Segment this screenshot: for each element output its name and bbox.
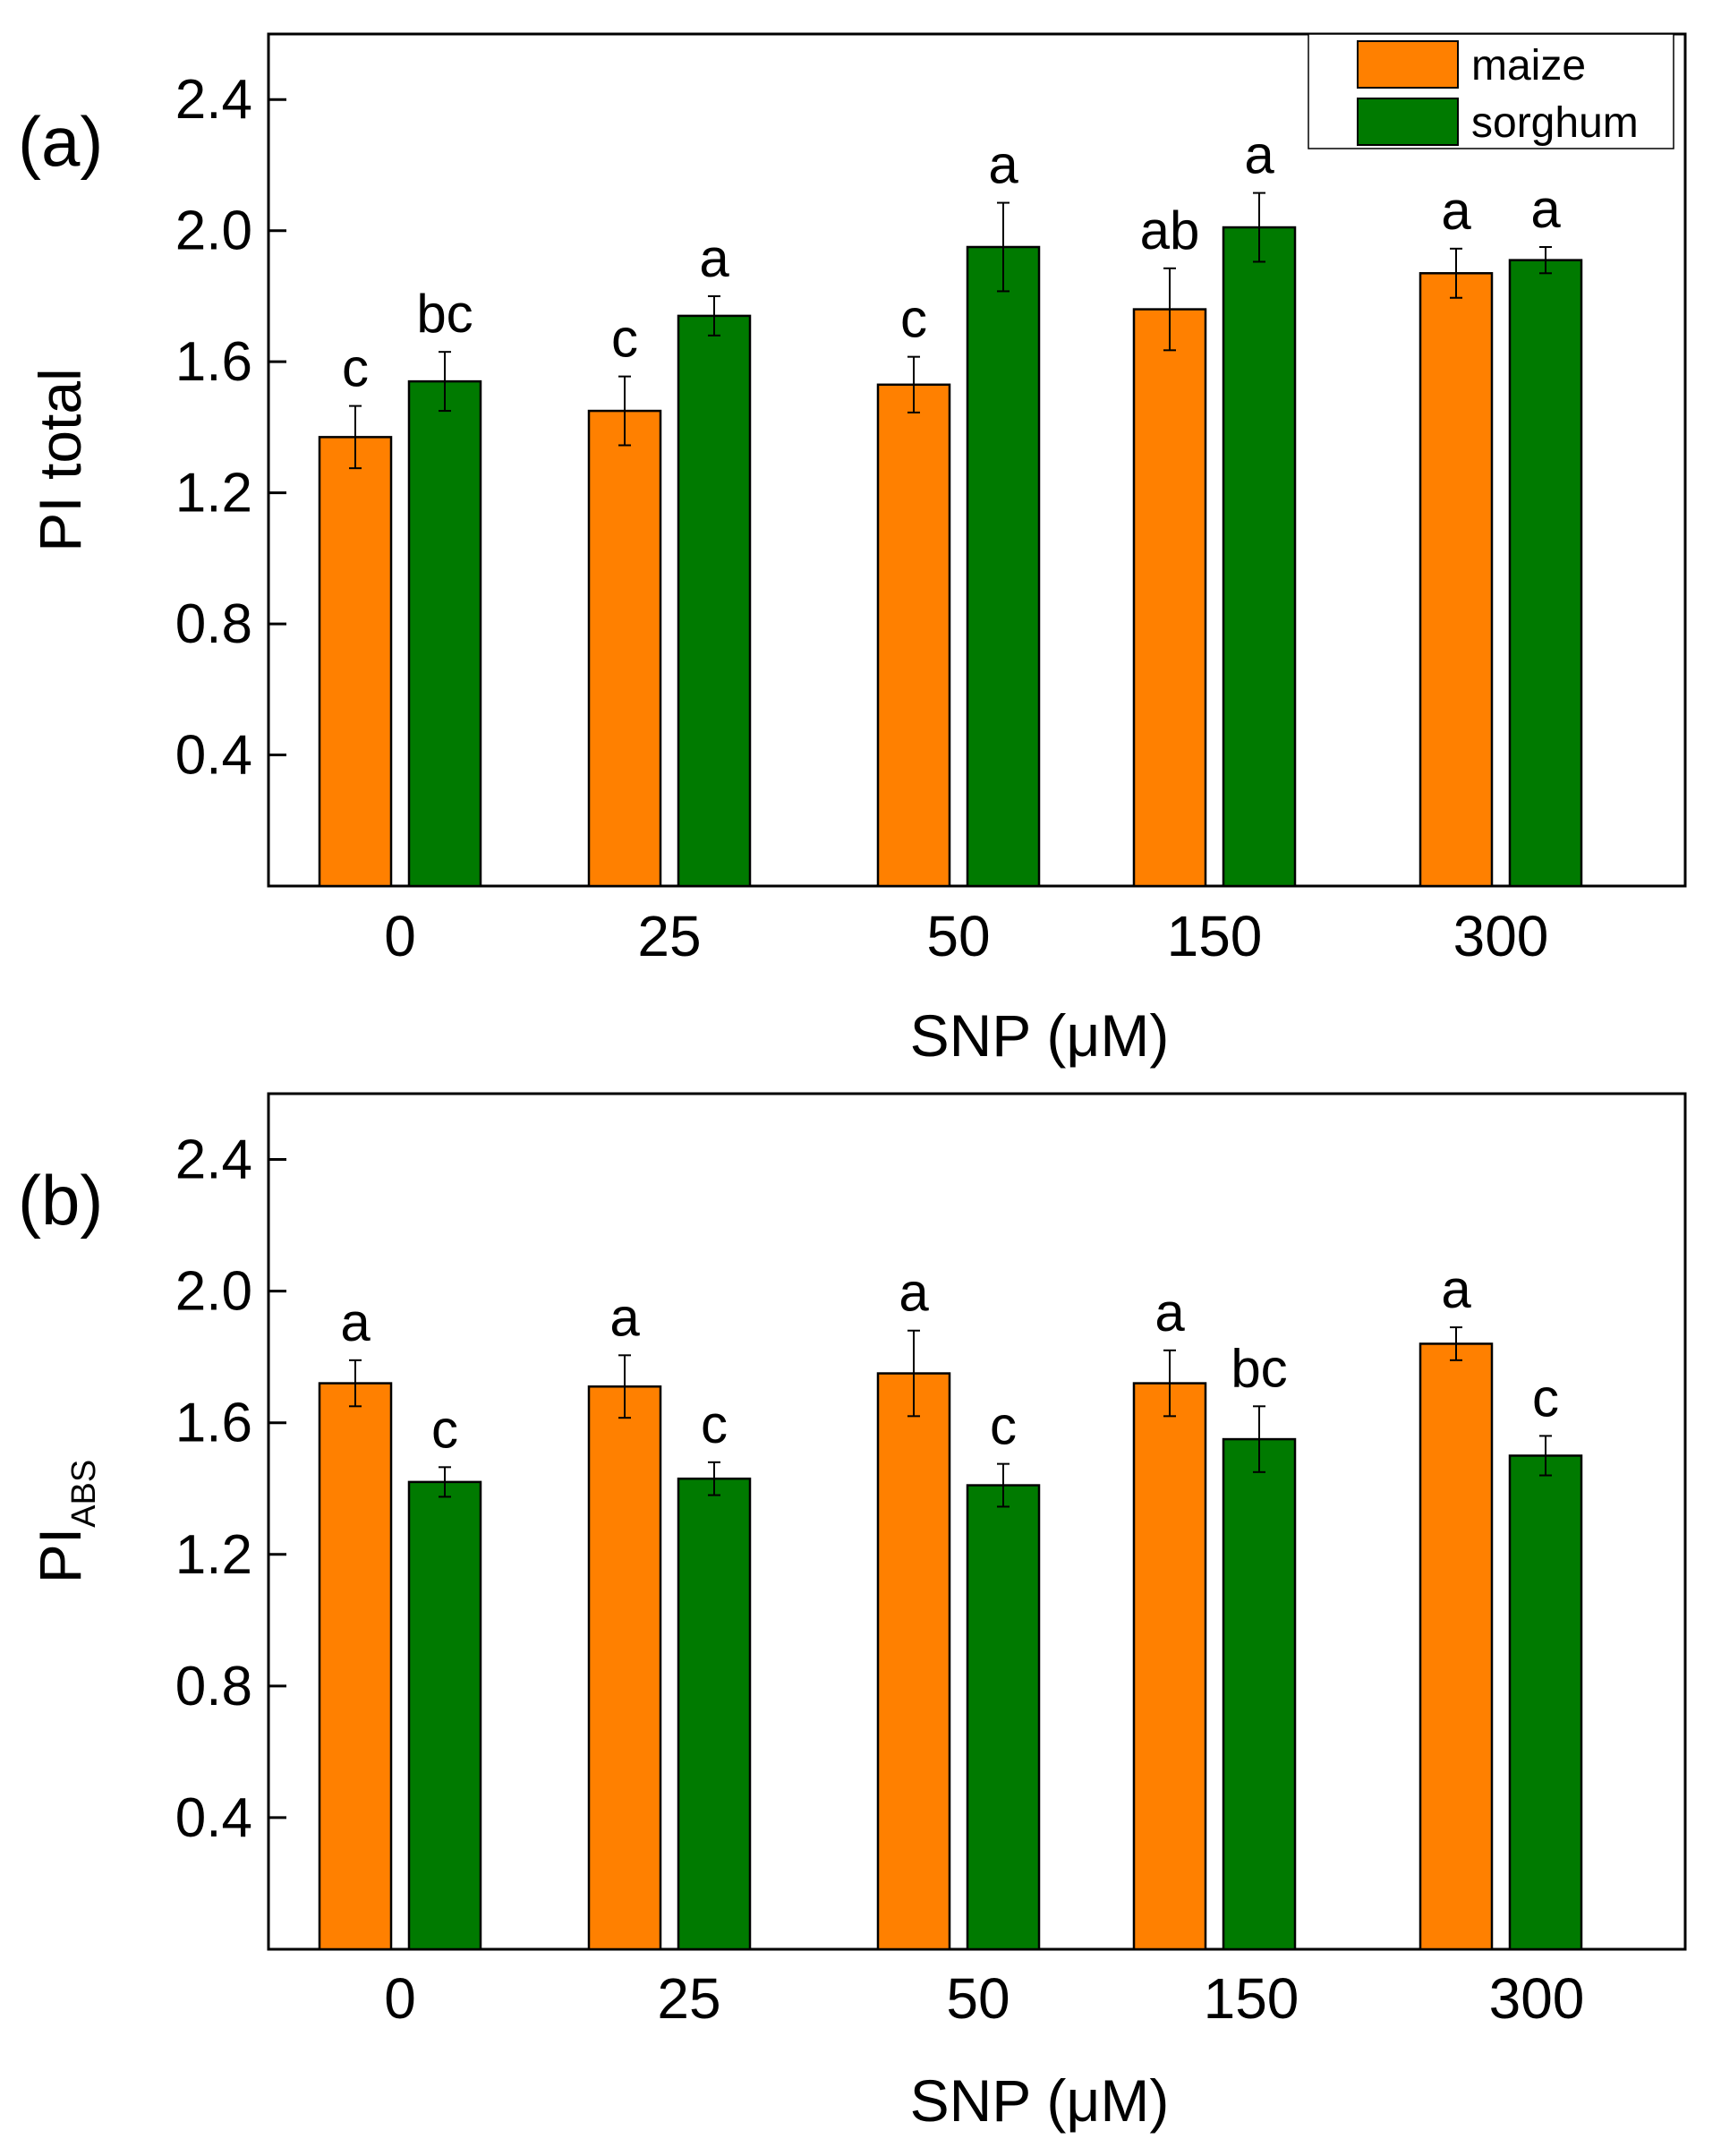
- significance-letter: c: [431, 1399, 458, 1459]
- significance-letter: c: [701, 1394, 728, 1454]
- y-tick-label: 0.4: [175, 725, 252, 787]
- y-axis-title-main: PI total: [27, 368, 93, 551]
- x-axis-title: SNP (μM): [910, 2067, 1170, 2134]
- x-axis-title: SNP (μM): [910, 1002, 1170, 1069]
- panel-label: (a): [18, 102, 103, 181]
- legend-swatch-sorghum: [1357, 98, 1459, 146]
- significance-letter: a: [899, 1263, 929, 1323]
- y-axis-title: PIABS: [27, 1460, 103, 1583]
- y-axis-title-subscript: ABS: [65, 1460, 103, 1528]
- significance-letter: a: [1154, 1283, 1185, 1342]
- significance-letter: c: [990, 1396, 1017, 1456]
- bar-maize: [587, 409, 662, 888]
- bar-maize: [1132, 308, 1207, 888]
- panel-b: 0.4 0.8 1.2 1.6 2.0 2.4 PIABS SNP (μM) (b) 0 25 50 1…: [18, 1092, 1687, 2134]
- bar-sorghum: [407, 379, 482, 888]
- x-tick-label: 300: [1453, 904, 1549, 968]
- y-tick-label: 1.6: [175, 1393, 252, 1454]
- bar-sorghum: [677, 314, 752, 888]
- significance-letter: a: [1441, 1259, 1471, 1319]
- bar-sorghum: [966, 1484, 1041, 1951]
- y-axis-title: PI total: [27, 368, 93, 551]
- bar-maize: [1419, 272, 1494, 888]
- panel-a: 0.4 0.8 1.2 1.6 2.0 2.4 PI total SNP (μM) (a) 0 25…: [18, 32, 1687, 1069]
- bar-maize: [1419, 1342, 1494, 1951]
- bar-sorghum: [677, 1477, 752, 1951]
- bar-maize: [1132, 1382, 1207, 1951]
- panel-label: (b): [18, 1161, 103, 1240]
- bar-sorghum: [1222, 226, 1297, 888]
- significance-letter: a: [1530, 179, 1561, 239]
- bar-sorghum: [1222, 1437, 1297, 1951]
- significance-letter: c: [900, 289, 927, 349]
- significance-letter: a: [1244, 125, 1274, 185]
- significance-letter: c: [342, 338, 369, 398]
- significance-letter: bc: [416, 284, 473, 344]
- bar-maize: [318, 1382, 393, 1951]
- bar-sorghum: [1508, 1454, 1583, 1951]
- y-tick-label: 2.4: [175, 69, 252, 131]
- bar-maize: [876, 383, 951, 888]
- x-tick-label: 50: [926, 904, 990, 968]
- significance-letter: a: [340, 1292, 371, 1352]
- y-tick-label: 0.4: [175, 1787, 252, 1849]
- x-tick-label: 150: [1167, 904, 1263, 968]
- y-tick-label: 1.2: [175, 463, 252, 524]
- significance-letter: c: [611, 309, 638, 369]
- significance-letter: bc: [1231, 1338, 1287, 1398]
- x-tick-label: 150: [1204, 1966, 1299, 2031]
- legend: maize sorghum: [1308, 33, 1674, 149]
- x-tick-label: 0: [384, 1966, 416, 2031]
- y-tick-label: 2.4: [175, 1129, 252, 1191]
- significance-letter: a: [988, 135, 1018, 195]
- y-tick-label: 0.8: [175, 593, 252, 655]
- bar-sorghum: [1508, 259, 1583, 888]
- significance-letter: ab: [1140, 200, 1200, 260]
- bar-sorghum: [407, 1480, 482, 1951]
- x-tick-label: 25: [637, 904, 701, 968]
- legend-label-maize: maize: [1471, 42, 1586, 89]
- x-tick-label: 300: [1489, 1966, 1585, 2031]
- legend-swatch-maize: [1357, 40, 1459, 89]
- x-tick-label: 0: [384, 904, 416, 968]
- y-tick-label: 0.8: [175, 1656, 252, 1717]
- y-tick-label: 1.2: [175, 1524, 252, 1586]
- y-axis-title-main: PI: [27, 1528, 93, 1583]
- legend-label-sorghum: sorghum: [1471, 99, 1639, 147]
- bar-maize: [587, 1385, 662, 1951]
- y-tick-label: 2.0: [175, 1261, 252, 1323]
- significance-letter: a: [699, 228, 729, 288]
- x-tick-label: 50: [946, 1966, 1010, 2031]
- significance-letter: a: [1441, 181, 1471, 241]
- bar-sorghum: [966, 245, 1041, 888]
- significance-letter: c: [1532, 1368, 1559, 1427]
- y-tick-label: 1.6: [175, 331, 252, 393]
- x-tick-label: 25: [657, 1966, 720, 2031]
- bar-maize: [876, 1372, 951, 1951]
- significance-letter: a: [609, 1287, 640, 1347]
- bar-maize: [318, 436, 393, 888]
- y-tick-label: 2.0: [175, 200, 252, 262]
